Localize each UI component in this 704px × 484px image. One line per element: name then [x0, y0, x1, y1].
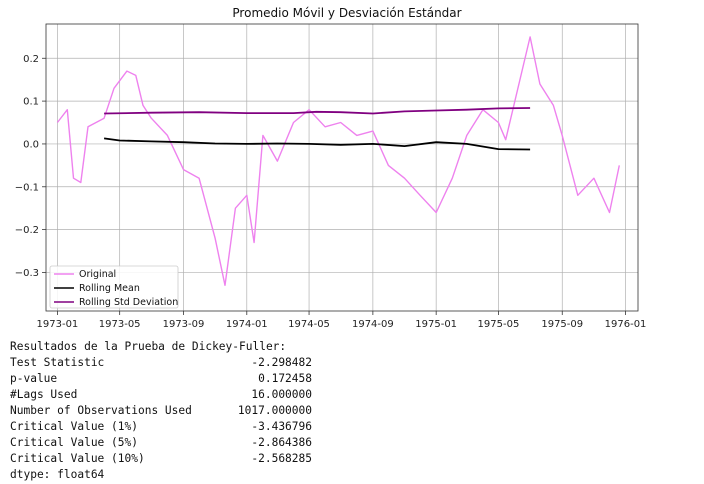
output-row: Critical Value (1%) -3.436796: [10, 419, 312, 435]
y-tick-label: −0.2: [15, 225, 39, 236]
output-row-label: Test Statistic: [10, 356, 105, 369]
series-line-original: [56, 36, 620, 286]
x-axis-ticks: 1973-01 1973-05 1973-09 1974-01 1974-05 1974-…: [37, 311, 647, 330]
output-heading: Resultados de la Prueba de Dickey-Fuller…: [10, 340, 287, 353]
output-row-value: 0.172458: [258, 372, 312, 385]
legend-label-rolling-mean: Rolling Mean: [79, 283, 140, 294]
series-line-rolling-std-deviation: [104, 107, 531, 115]
y-tick-label: 0.1: [23, 97, 39, 108]
x-tick-label: 1974-01: [226, 319, 268, 330]
output-row-label: p-value: [10, 372, 58, 385]
x-tick-label: 1973-01: [37, 319, 79, 330]
x-tick-label: 1976-01: [605, 319, 647, 330]
x-tick-label: 1973-05: [99, 319, 141, 330]
output-row: Critical Value (5%) -2.864386: [10, 435, 312, 451]
legend-label-original: Original: [79, 269, 116, 280]
series-lines: [56, 36, 620, 286]
y-tick-label: 0.2: [23, 54, 39, 65]
output-row-value: -2.864386: [251, 436, 312, 449]
y-tick-label: −0.1: [15, 182, 39, 193]
output-row: Critical Value (10%) -2.568285: [10, 451, 312, 467]
output-footer: dtype: float64: [10, 468, 105, 481]
y-tick-label: 0.0: [23, 139, 39, 150]
output-row-label: Critical Value (1%): [10, 420, 138, 433]
output-row-value: -3.436796: [251, 420, 312, 433]
x-tick-label: 1973-09: [163, 319, 205, 330]
output-row-value: -2.568285: [251, 452, 312, 465]
x-tick-label: 1974-09: [352, 319, 394, 330]
output-row-label: #Lags Used: [10, 388, 78, 401]
output-row-label: Number of Observations Used: [10, 404, 192, 417]
output-row: #Lags Used 16.000000: [10, 387, 312, 403]
series-line-rolling-mean: [103, 137, 531, 151]
x-tick-label: 1975-01: [415, 319, 457, 330]
output-row: Test Statistic -2.298482: [10, 355, 312, 371]
x-tick-label: 1975-05: [478, 319, 520, 330]
legend-label-rolling-std: Rolling Std Deviation: [79, 297, 178, 308]
legend: Original Rolling Mean Rolling Std Deviat…: [49, 265, 179, 309]
output-row-label: Critical Value (5%): [10, 436, 138, 449]
output-row-value: 1017.000000: [237, 404, 312, 417]
output-row-value: -2.298482: [251, 356, 312, 369]
output-row: p-value 0.172458: [10, 371, 312, 387]
chart-title: Promedio Móvil y Desviación Estándar: [232, 6, 461, 20]
rolling-stats-chart: Promedio Móvil y Desviación Estándar 197…: [15, 6, 647, 330]
y-axis-ticks: 0.2 0.1 0.0 −0.1 −0.2 −0.3: [15, 54, 46, 279]
output-row-value: 16.000000: [251, 388, 312, 401]
x-tick-label: 1974-05: [288, 319, 330, 330]
plot-frame: [45, 23, 639, 312]
output-row: Number of Observations Used 1017.000000: [10, 403, 312, 419]
dickey-fuller-output: Resultados de la Prueba de Dickey-Fuller…: [10, 339, 312, 483]
y-tick-label: −0.3: [15, 268, 39, 279]
x-tick-label: 1975-09: [541, 319, 583, 330]
legend-box: [49, 265, 179, 309]
output-row-label: Critical Value (10%): [10, 452, 145, 465]
